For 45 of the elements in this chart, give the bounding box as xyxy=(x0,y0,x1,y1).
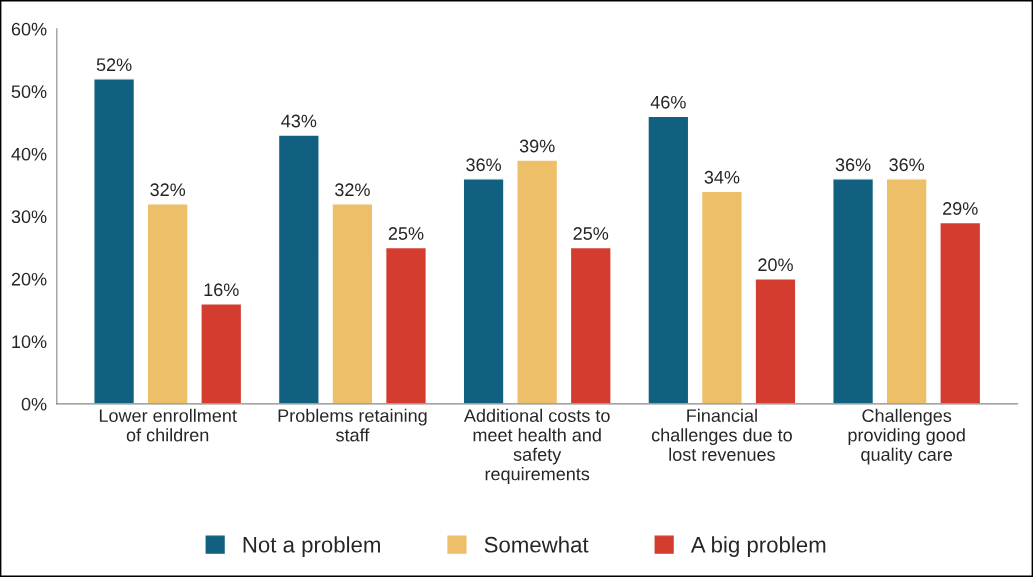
data-label: 25% xyxy=(388,227,424,240)
legend-label: A big problem xyxy=(690,536,826,557)
data-label: 20% xyxy=(758,258,793,272)
x-tick-label: Problems retaining staff xyxy=(278,408,427,442)
y-tick-label: 20% xyxy=(11,272,47,286)
data-label: 25% xyxy=(573,227,609,240)
bar xyxy=(277,134,320,404)
data-label: 39% xyxy=(519,139,555,153)
data-label: 36% xyxy=(835,158,871,172)
bar xyxy=(832,178,875,404)
bar xyxy=(93,78,136,404)
x-tick-label: Additional costs to meet health and safety requirements xyxy=(463,408,610,484)
data-label: 29% xyxy=(943,202,978,215)
data-label: 46% xyxy=(650,95,686,109)
data-label: 52% xyxy=(96,58,132,72)
data-label: 34% xyxy=(704,170,740,184)
data-label: 32% xyxy=(335,183,370,197)
bar xyxy=(754,278,797,404)
bar xyxy=(200,303,243,404)
x-tick-label: Financial challenges due to lost revenues xyxy=(651,408,792,461)
data-label: 16% xyxy=(204,283,239,297)
bar xyxy=(647,115,690,404)
bar xyxy=(516,159,559,404)
y-tick-label: 0% xyxy=(21,397,47,411)
legend-label: Not a problem xyxy=(243,536,380,557)
bar xyxy=(146,203,189,404)
data-label: 43% xyxy=(281,114,317,128)
bar xyxy=(939,221,982,404)
legend-label: Somewhat xyxy=(484,536,589,553)
bar xyxy=(384,246,428,404)
y-tick-label: 60% xyxy=(11,22,47,36)
data-label: 36% xyxy=(466,158,502,172)
y-tick-label: 40% xyxy=(11,147,47,161)
bar xyxy=(331,203,374,404)
bar xyxy=(569,246,612,404)
x-tick-label: Challenges providing good quality care xyxy=(848,408,965,465)
bar xyxy=(462,178,505,404)
data-label: 36% xyxy=(889,158,925,172)
y-tick-label: 30% xyxy=(11,210,47,224)
x-tick-label: Lower enrollment of children xyxy=(99,408,237,442)
y-tick-label: 50% xyxy=(11,85,47,99)
bar xyxy=(700,190,743,404)
data-label: 32% xyxy=(150,183,186,197)
bar xyxy=(885,178,928,404)
y-tick-label: 10% xyxy=(12,335,47,349)
